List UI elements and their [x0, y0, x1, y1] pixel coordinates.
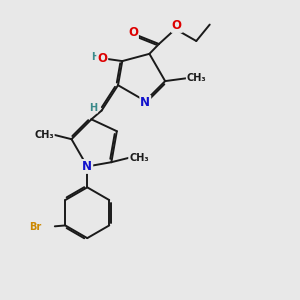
Text: N: N	[140, 96, 150, 109]
Text: H: H	[89, 103, 97, 112]
Text: CH₃: CH₃	[34, 130, 54, 140]
Text: H: H	[91, 52, 99, 61]
Text: Br: Br	[29, 222, 41, 232]
Text: CH₃: CH₃	[129, 153, 149, 163]
Text: O: O	[172, 19, 182, 32]
Text: CH₃: CH₃	[187, 73, 206, 83]
Text: O: O	[128, 26, 138, 39]
Text: N: N	[82, 160, 92, 173]
Text: O: O	[97, 52, 107, 64]
